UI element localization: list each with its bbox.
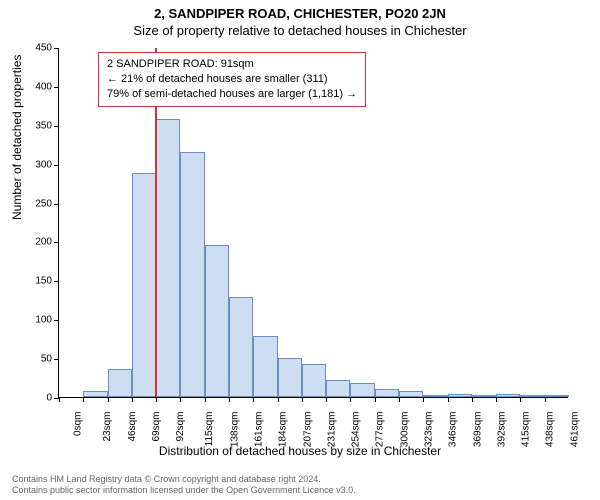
histogram-bar (496, 394, 520, 397)
y-tick (54, 359, 59, 360)
y-tick (54, 281, 59, 282)
x-tick-label: 277sqm (375, 412, 386, 448)
y-tick-label: 250 (35, 198, 52, 209)
x-tick-label: 138sqm (229, 412, 240, 448)
histogram-bar (278, 358, 302, 397)
y-tick-label: 0 (46, 393, 52, 404)
annot-line-1: 2 SANDPIPER ROAD: 91sqm (107, 57, 357, 72)
y-tick-label: 350 (35, 120, 52, 131)
x-tick (83, 397, 84, 402)
histogram-bar (205, 245, 229, 397)
histogram-bar (375, 389, 399, 397)
x-tick (520, 397, 521, 402)
x-tick-label: 92sqm (175, 412, 186, 442)
x-tick (326, 397, 327, 402)
histogram-bar (448, 394, 472, 397)
histogram-bar (423, 395, 447, 397)
histogram-bar (302, 364, 326, 397)
y-tick (54, 48, 59, 49)
x-tick (253, 397, 254, 402)
x-tick-label: 69sqm (151, 412, 162, 442)
x-tick-label: 184sqm (278, 412, 289, 448)
x-tick (545, 397, 546, 402)
x-tick (156, 397, 157, 402)
x-tick (448, 397, 449, 402)
x-tick (132, 397, 133, 402)
histogram-bar (83, 391, 107, 397)
x-tick-label: 346sqm (448, 412, 459, 448)
x-tick (472, 397, 473, 402)
y-tick (54, 126, 59, 127)
x-tick-label: 323sqm (424, 412, 435, 448)
x-tick-label: 46sqm (127, 412, 138, 442)
x-tick-label: 461sqm (569, 412, 580, 448)
x-tick-label: 300sqm (399, 412, 410, 448)
footer-line-2: Contains public sector information licen… (12, 485, 356, 496)
x-tick (350, 397, 351, 402)
histogram-bar (472, 395, 496, 397)
y-axis-title: Number of detached properties (10, 55, 24, 220)
y-tick-label: 400 (35, 81, 52, 92)
x-tick (423, 397, 424, 402)
y-tick (54, 165, 59, 166)
annotation-box: 2 SANDPIPER ROAD: 91sqm ← 21% of detache… (98, 52, 366, 107)
x-tick (59, 397, 60, 402)
histogram-bar (132, 173, 156, 397)
x-tick-label: 392sqm (496, 412, 507, 448)
y-tick-label: 450 (35, 43, 52, 54)
histogram-bar (108, 369, 132, 397)
x-tick (375, 397, 376, 402)
footer-line-1: Contains HM Land Registry data © Crown c… (12, 474, 356, 485)
y-tick-label: 200 (35, 237, 52, 248)
y-tick-label: 150 (35, 276, 52, 287)
histogram-bar (180, 152, 204, 397)
histogram-bar (253, 336, 277, 397)
y-tick-label: 50 (41, 354, 52, 365)
x-tick (399, 397, 400, 402)
histogram-bar (326, 380, 350, 397)
page-subtitle: Size of property relative to detached ho… (0, 21, 600, 38)
x-tick-label: 23sqm (102, 412, 113, 442)
x-tick-label: 438sqm (545, 412, 556, 448)
x-tick (229, 397, 230, 402)
x-tick-label: 415sqm (521, 412, 532, 448)
y-tick (54, 87, 59, 88)
annot-line-2: ← 21% of detached houses are smaller (31… (107, 72, 357, 87)
x-tick (108, 397, 109, 402)
y-tick (54, 204, 59, 205)
x-tick-label: 115sqm (204, 412, 215, 447)
x-tick (496, 397, 497, 402)
y-tick-label: 300 (35, 159, 52, 170)
histogram-bar (520, 395, 544, 397)
x-tick (180, 397, 181, 402)
histogram-bar (545, 395, 569, 397)
x-tick (278, 397, 279, 402)
x-tick-label: 231sqm (326, 412, 337, 448)
x-tick (302, 397, 303, 402)
footer-attribution: Contains HM Land Registry data © Crown c… (12, 474, 356, 497)
x-tick-label: 0sqm (72, 412, 83, 436)
annot-line-3: 79% of semi-detached houses are larger (… (107, 87, 357, 102)
histogram-bar (156, 119, 180, 397)
x-tick-label: 369sqm (472, 412, 483, 448)
histogram-bar (399, 391, 423, 397)
histogram-chart: 0501001502002503003504004500sqm23sqm46sq… (58, 48, 568, 398)
y-tick-label: 100 (35, 315, 52, 326)
histogram-bar (229, 297, 253, 397)
x-tick (205, 397, 206, 402)
x-tick-label: 207sqm (302, 412, 313, 448)
y-tick (54, 320, 59, 321)
y-tick (54, 242, 59, 243)
x-tick-label: 254sqm (351, 412, 362, 448)
histogram-bar (350, 383, 374, 397)
page-title: 2, SANDPIPER ROAD, CHICHESTER, PO20 2JN (0, 0, 600, 21)
x-axis-title: Distribution of detached houses by size … (0, 444, 600, 458)
x-tick-label: 161sqm (254, 412, 265, 448)
